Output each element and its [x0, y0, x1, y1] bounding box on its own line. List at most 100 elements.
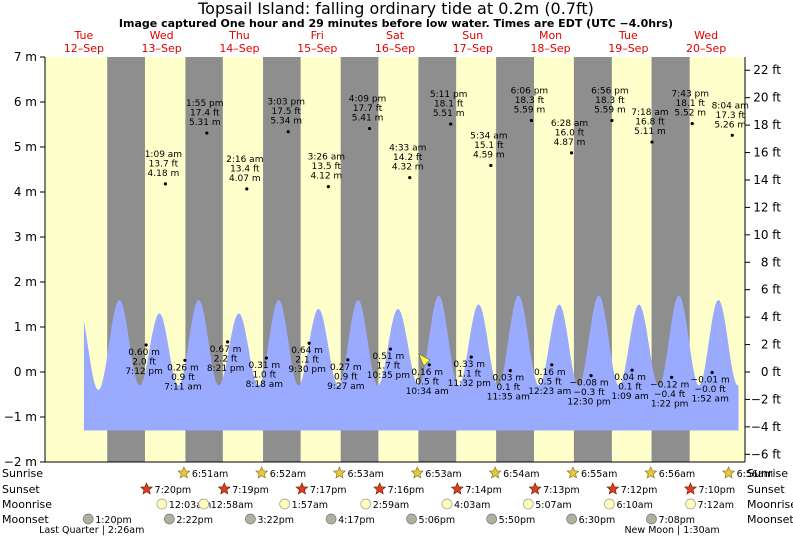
tide-label: 6:06 pm [511, 86, 549, 96]
moonrise-icon [441, 498, 453, 510]
y-tick-label-right: 14 ft [753, 173, 781, 187]
y-tick-label-left: 5 m [14, 140, 37, 154]
tide-label: −0.01 m [691, 375, 730, 385]
moonset-icon [245, 513, 256, 525]
row-label-left: Sunrise [2, 467, 43, 480]
tide-label: 4.59 m [473, 150, 505, 160]
tide-label: 7:12 pm [125, 367, 163, 377]
y-tick-label-right: 22 ft [753, 63, 781, 77]
day-date: 19–Sep [608, 42, 648, 55]
y-tick-label-left: 2 m [14, 275, 37, 289]
tide-label: 0.04 m [614, 373, 646, 383]
y-tick-label-left: −1 m [4, 410, 37, 424]
tide-label: 13.5 ft [312, 162, 342, 172]
y-tick-label-right: 12 ft [753, 200, 781, 214]
sunrise-time: 6:53am [425, 469, 461, 480]
moonset-icon [566, 513, 577, 525]
tide-point [264, 356, 268, 360]
moonset-time: 5:06pm [419, 515, 456, 526]
tide-label: 0.03 m [492, 374, 524, 384]
star-icon [332, 466, 347, 479]
tide-point [408, 176, 412, 180]
tide-label: 4:09 pm [349, 95, 387, 105]
star-icon [217, 482, 231, 495]
tide-label: 18.3 ft [595, 96, 625, 106]
moonrise-icon [279, 498, 291, 510]
day-date: 18–Sep [530, 42, 570, 55]
tide-label: 4:33 am [389, 144, 426, 154]
tide-label: 4.32 m [392, 163, 424, 173]
tide-label: 0.1 ft [496, 383, 520, 393]
tide-label: 0.5 ft [538, 377, 562, 387]
tide-label: 2.1 ft [295, 356, 319, 366]
y-tick-label-right: −4 ft [751, 420, 782, 434]
tide-label: 0.5 ft [415, 377, 439, 387]
y-tick-label-left: 4 m [14, 185, 37, 199]
tide-label: 1.0 ft [252, 371, 276, 381]
tide-point [550, 363, 554, 367]
tide-label: 8:04 am [712, 101, 749, 111]
tide-point [469, 355, 473, 359]
tide-label: 17.7 ft [353, 104, 383, 114]
star-icon [488, 466, 502, 479]
tide-point [529, 118, 534, 123]
y-tick-label-left: 7 m [14, 50, 37, 64]
y-tick-label-left: −2 m [4, 455, 37, 469]
day-of-week: Fri [311, 29, 324, 42]
tide-point [163, 182, 167, 186]
sunrise-time: 6:51am [192, 469, 228, 480]
day-date: 16–Sep [375, 42, 415, 55]
tide-point [710, 370, 714, 375]
tide-label: −0.08 m [569, 379, 608, 389]
y-tick-label-right: 4 ft [761, 310, 781, 324]
moonrise-time: 5:07am [535, 500, 571, 511]
moonset-time: 4:17pm [338, 515, 375, 526]
tide-label: 9:27 am [327, 382, 364, 392]
current-tide-marker [418, 353, 431, 367]
tide-label: 10:34 am [406, 387, 449, 397]
tide-label: 3:26 am [308, 153, 345, 163]
sunrise-time: 6:53am [348, 469, 384, 480]
day-date: 15–Sep [297, 42, 337, 55]
tide-label: 1:09 am [611, 392, 648, 402]
day-of-week: Tue [73, 29, 93, 42]
tide-point [670, 375, 674, 379]
tide-label: 13.7 ft [149, 159, 179, 169]
moonset-icon [82, 513, 94, 525]
tide-label: 1:09 am [145, 150, 182, 160]
star-icon [177, 466, 191, 479]
tide-label: 17.5 ft [271, 107, 301, 117]
day-of-week: Tue [618, 29, 638, 42]
tide-point [245, 187, 249, 191]
tide-point [367, 126, 372, 131]
tide-label: 5.11 m [634, 127, 666, 137]
tide-point [630, 368, 634, 372]
tide-label: 4.07 m [229, 174, 261, 184]
sunrise-time: 6:56am [737, 469, 773, 480]
tide-label: 17.4 ft [190, 109, 220, 119]
y-tick-label-right: 0 ft [761, 365, 781, 379]
tide-label: 0.1 ft [618, 383, 642, 393]
tide-label: 12:23 am [528, 387, 571, 397]
tide-label: 5.26 m [714, 120, 746, 130]
tide-label: 2.2 ft [214, 354, 238, 364]
tide-label: 4.12 m [311, 172, 343, 182]
row-label-right: Sunrise [747, 467, 788, 480]
row-label-left: Moonrise [2, 498, 52, 511]
moonrise-icon [360, 498, 372, 510]
tide-label: 0.9 ft [171, 373, 195, 383]
tide-point [427, 363, 431, 367]
star-icon [644, 466, 658, 479]
tide-point [508, 369, 512, 373]
tide-label: 18.1 ft [434, 100, 464, 110]
tide-label: 12:30 pm [567, 398, 610, 408]
row-label-right: Sunset [747, 483, 785, 496]
y-tick-label-right: 6 ft [761, 283, 781, 297]
moonset-time: 6:30pm [579, 515, 616, 526]
moonrise-icon [522, 498, 534, 510]
tide-label: 6:56 pm [591, 86, 629, 96]
star-icon [606, 482, 620, 495]
tide-label: 1:22 pm [651, 399, 689, 409]
star-icon [528, 482, 542, 495]
